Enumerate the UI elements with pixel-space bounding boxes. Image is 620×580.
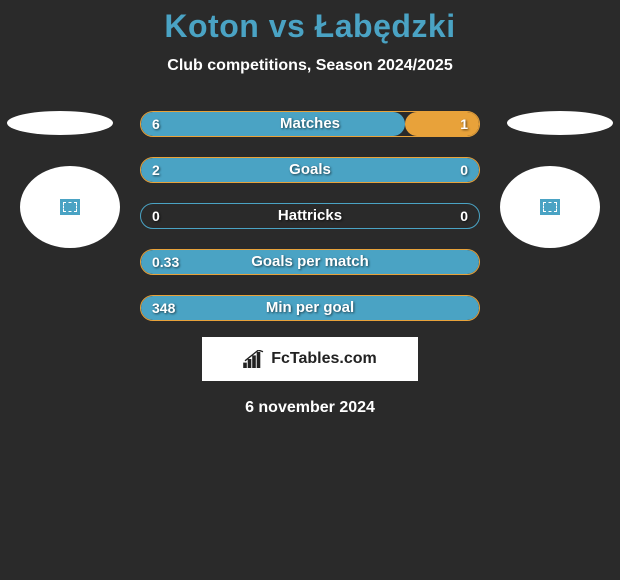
- stat-label: Min per goal: [140, 295, 480, 321]
- stat-label: Matches: [140, 111, 480, 137]
- team-badge-right-icon: [539, 198, 561, 216]
- team-badge-left-icon: [59, 198, 81, 216]
- stat-row: Goals per match0.33: [140, 249, 480, 275]
- stat-value-left: 2: [152, 157, 160, 183]
- stat-row: Matches6 1: [140, 111, 480, 137]
- stat-label: Goals: [140, 157, 480, 183]
- stat-value-left: 348: [152, 295, 175, 321]
- stat-bars: Matches61Goals20Hattricks00Goals per mat…: [140, 111, 480, 341]
- decorative-ellipse: [507, 111, 613, 135]
- stat-row: Goals2 0: [140, 157, 480, 183]
- stat-row: Hattricks0 0: [140, 203, 480, 229]
- stat-row: Min per goal348: [140, 295, 480, 321]
- source-logo-text: FcTables.com: [271, 350, 377, 368]
- page-title: Koton vs Łabędzki: [0, 0, 620, 45]
- date-text: 6 november 2024: [0, 399, 620, 417]
- decorative-ellipse: [7, 111, 113, 135]
- stat-value-right: 0: [460, 203, 468, 229]
- subtitle: Club competitions, Season 2024/2025: [0, 57, 620, 75]
- source-logo: FcTables.com: [202, 337, 418, 381]
- stat-value-left: 0: [152, 203, 160, 229]
- comparison-chart: Matches61Goals20Hattricks00Goals per mat…: [0, 111, 620, 321]
- fctables-icon: [243, 350, 265, 368]
- stat-value-left: 6: [152, 111, 160, 137]
- stat-label: Goals per match: [140, 249, 480, 275]
- stat-label: Hattricks: [140, 203, 480, 229]
- stat-value-right: 1: [460, 111, 468, 137]
- stat-value-right: 0: [460, 157, 468, 183]
- stat-value-left: 0.33: [152, 249, 179, 275]
